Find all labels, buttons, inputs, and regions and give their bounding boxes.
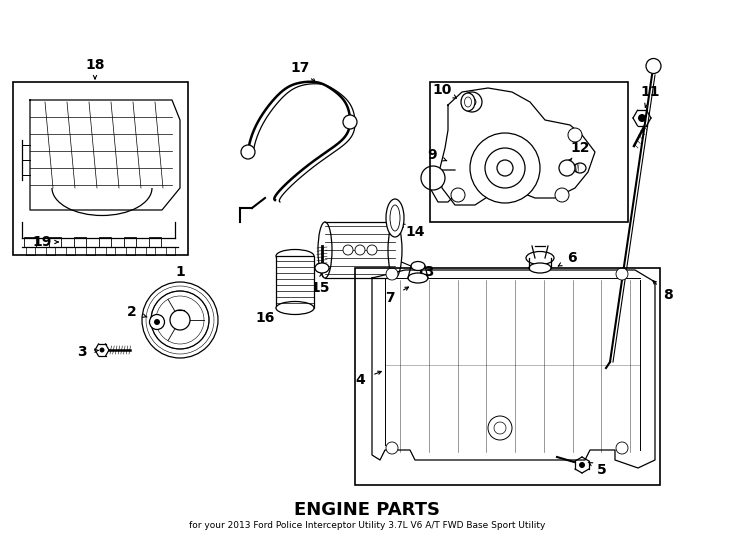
Circle shape: [386, 442, 398, 454]
Ellipse shape: [461, 93, 475, 111]
Circle shape: [470, 133, 540, 203]
Ellipse shape: [315, 263, 329, 273]
Text: 7: 7: [385, 291, 395, 305]
Text: 19: 19: [32, 235, 51, 249]
Circle shape: [241, 145, 255, 159]
Circle shape: [100, 348, 104, 353]
Ellipse shape: [574, 163, 586, 173]
Bar: [66, 247, 75, 255]
Circle shape: [559, 160, 575, 176]
Circle shape: [386, 268, 398, 280]
Bar: [276, 256, 314, 308]
Text: 14: 14: [405, 225, 425, 239]
Circle shape: [485, 148, 525, 188]
Circle shape: [343, 115, 357, 129]
Circle shape: [568, 128, 582, 142]
Bar: [46, 247, 55, 255]
Ellipse shape: [388, 222, 402, 278]
Bar: [430, 82, 628, 222]
Text: ENGINE PARTS: ENGINE PARTS: [294, 501, 440, 519]
Text: for your 2013 Ford Police Interceptor Utility 3.7L V6 A/T FWD Base Sport Utility: for your 2013 Ford Police Interceptor Ut…: [189, 522, 545, 530]
Bar: [126, 247, 135, 255]
Text: 16: 16: [255, 311, 275, 325]
Text: 1: 1: [175, 265, 185, 279]
Ellipse shape: [318, 222, 332, 278]
Circle shape: [555, 188, 569, 202]
Ellipse shape: [411, 261, 425, 271]
Text: 8: 8: [663, 288, 673, 302]
Circle shape: [355, 245, 365, 255]
Text: 12: 12: [570, 141, 589, 155]
Circle shape: [616, 268, 628, 280]
Ellipse shape: [465, 97, 471, 107]
Circle shape: [421, 166, 445, 190]
Circle shape: [462, 92, 482, 112]
Bar: [49, 237, 61, 247]
Bar: [106, 247, 115, 255]
Circle shape: [579, 462, 585, 468]
Text: 4: 4: [355, 373, 365, 387]
Text: 6: 6: [567, 251, 577, 265]
Ellipse shape: [529, 263, 551, 273]
Text: 10: 10: [432, 83, 451, 97]
Circle shape: [451, 188, 465, 202]
Bar: [24, 237, 36, 247]
Bar: [149, 237, 161, 247]
Text: 3: 3: [77, 345, 87, 359]
Circle shape: [343, 245, 353, 255]
Bar: [166, 247, 175, 255]
Text: 18: 18: [85, 58, 105, 72]
Circle shape: [638, 114, 646, 122]
Bar: [124, 237, 136, 247]
Bar: [99, 237, 111, 247]
Ellipse shape: [408, 273, 428, 283]
Circle shape: [367, 245, 377, 255]
Circle shape: [170, 310, 190, 330]
Circle shape: [616, 442, 628, 454]
Text: 15: 15: [310, 281, 330, 295]
Ellipse shape: [276, 249, 314, 262]
Bar: [146, 247, 155, 255]
Bar: [13, 82, 188, 255]
Ellipse shape: [276, 301, 314, 314]
Circle shape: [497, 160, 513, 176]
Circle shape: [151, 291, 209, 349]
Text: 11: 11: [640, 85, 660, 99]
Ellipse shape: [386, 199, 404, 237]
Ellipse shape: [526, 252, 554, 265]
Circle shape: [488, 416, 512, 440]
Circle shape: [150, 314, 164, 329]
Text: 2: 2: [127, 305, 137, 319]
Bar: [86, 247, 95, 255]
Circle shape: [142, 282, 218, 358]
Ellipse shape: [390, 205, 400, 231]
Text: 9: 9: [427, 148, 437, 162]
Text: 5: 5: [597, 463, 607, 477]
Circle shape: [154, 319, 160, 325]
Circle shape: [468, 98, 476, 106]
Text: 13: 13: [415, 265, 435, 279]
Bar: [74, 237, 86, 247]
Bar: [26, 247, 35, 255]
Text: 17: 17: [291, 61, 310, 75]
Bar: [355, 268, 660, 485]
Circle shape: [646, 58, 661, 73]
